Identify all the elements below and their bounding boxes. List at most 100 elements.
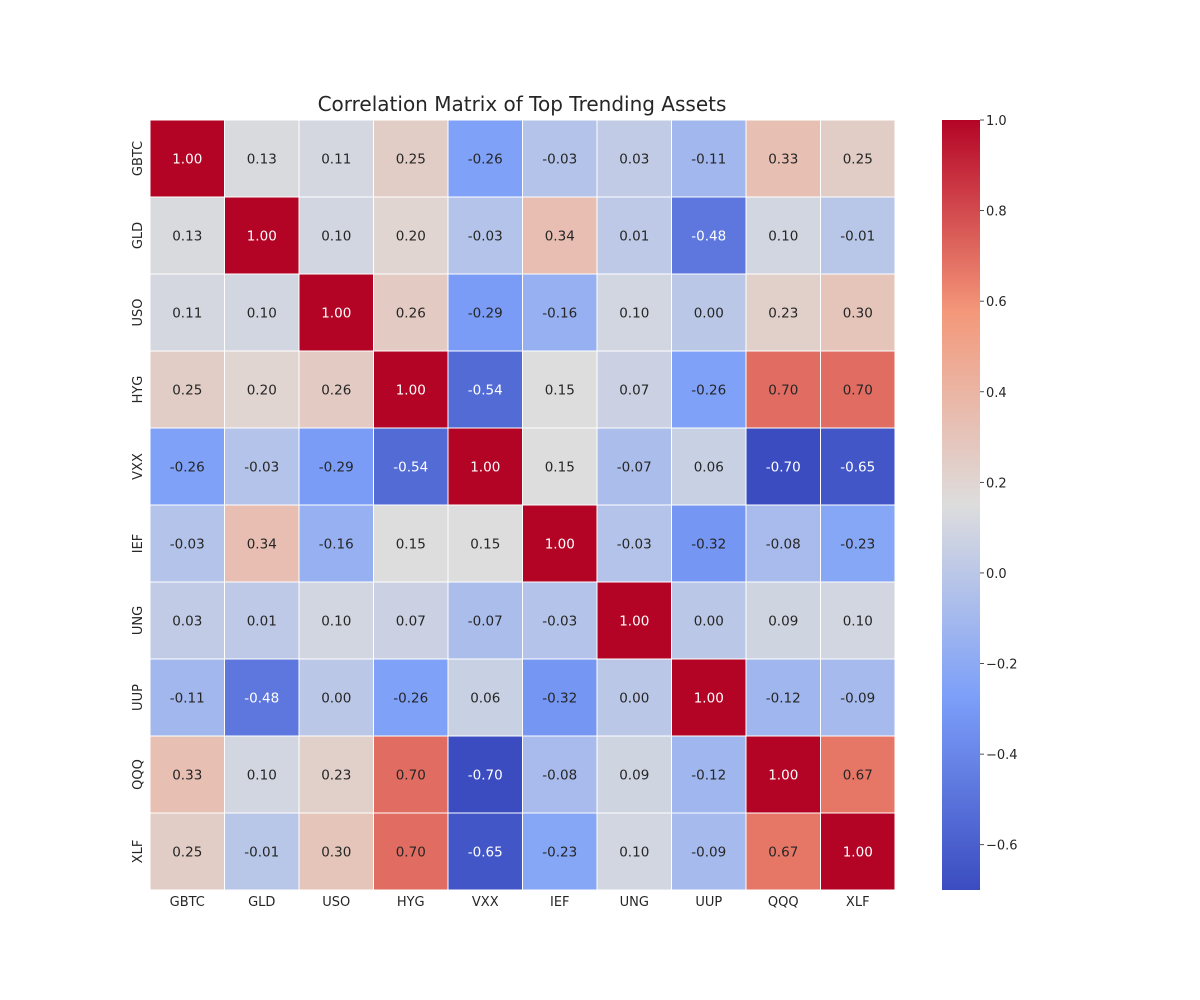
cell-value-label-uup-uup: 1.00 — [694, 691, 724, 707]
colorbar-tick-labels: 1.0 0.8 0.6 0.4 0.2 0.0 −0.2 −0.4 −0.6 — [980, 114, 1018, 854]
cell-value-label-gld-ief: 0.34 — [545, 229, 575, 245]
heatmap-cell-vxx-uup — [671, 427, 747, 506]
cell-value-label-qqq-ung: 0.09 — [619, 768, 649, 784]
heatmap-cell-xlf-ung — [596, 812, 672, 891]
heatmap-cell-ief-qqq — [745, 504, 821, 583]
heatmap-cell-uup-ief — [522, 658, 598, 737]
heatmap-cell-gld-xlf — [820, 196, 896, 275]
cell-value-label-vxx-gld: -0.03 — [244, 460, 279, 476]
heatmap-cell-qqq-uup — [671, 735, 747, 814]
cell-value-label-gld-uso: 0.10 — [321, 229, 351, 245]
heatmap-cell-uup-ung — [596, 658, 672, 737]
colorbar-tick-label: −0.2 — [986, 658, 1018, 673]
heatmap-cell-uup-gld — [224, 658, 300, 737]
heatmap-cell-uup-vxx — [447, 658, 523, 737]
cell-value-label-ung-ief: -0.03 — [542, 614, 577, 630]
cell-value-label-uso-gbtc: 0.11 — [172, 306, 202, 322]
cell-value-label-hyg-gld: 0.20 — [247, 383, 277, 399]
cell-value-label-qqq-gld: 0.10 — [247, 768, 277, 784]
cell-value-label-hyg-ief: 0.15 — [545, 383, 575, 399]
y-tick-label-gbtc: GBTC — [131, 141, 146, 176]
heatmap-cell-gld-ief — [522, 196, 598, 275]
heatmap-cell-xlf-ief — [522, 812, 598, 891]
heatmap-cell-hyg-qqq — [745, 350, 821, 429]
colorbar-tick-label: 0.8 — [986, 205, 1007, 220]
cell-value-label-gld-gbtc: 0.13 — [172, 229, 202, 245]
cell-value-label-ief-ung: -0.03 — [617, 537, 652, 553]
y-axis-tick-labels: GBTC GLD USO HYG VXX IEF UNG UUP QQQ XLF — [131, 141, 146, 863]
cell-value-label-ung-gld: 0.01 — [247, 614, 277, 630]
heatmap-cell-gbtc-gbtc — [149, 119, 225, 198]
cell-value-label-uso-uso: 1.00 — [321, 306, 351, 322]
heatmap-cell-qqq-vxx — [447, 735, 523, 814]
cell-value-label-gld-uup: -0.48 — [691, 229, 726, 245]
cell-value-label-ung-vxx: -0.07 — [468, 614, 503, 630]
cell-value-label-uso-gld: 0.10 — [247, 306, 277, 322]
cell-value-label-xlf-uup: -0.09 — [691, 845, 726, 861]
colorbar-tick-label: 0.2 — [986, 476, 1007, 491]
heatmap-cell-ung-gbtc — [149, 581, 225, 660]
cell-value-label-ief-vxx: 0.15 — [470, 537, 500, 553]
heatmap-cell-xlf-gbtc — [149, 812, 225, 891]
cell-value-label-xlf-gbtc: 0.25 — [172, 845, 202, 861]
heatmap-cell-ief-ief — [522, 504, 598, 583]
heatmap-cell-ief-uso — [298, 504, 374, 583]
cell-value-label-xlf-hyg: 0.70 — [396, 845, 426, 861]
cell-value-label-qqq-ief: -0.08 — [542, 768, 577, 784]
heatmap-cell-uso-xlf — [820, 273, 896, 352]
cell-value-label-xlf-uso: 0.30 — [321, 845, 351, 861]
cell-value-label-gbtc-gbtc: 1.00 — [172, 152, 202, 168]
cell-value-label-gbtc-hyg: 0.25 — [396, 152, 426, 168]
cell-value-label-ung-qqq: 0.09 — [768, 614, 798, 630]
cell-value-label-qqq-qqq: 1.00 — [768, 768, 798, 784]
heatmap-cell-gbtc-uso — [298, 119, 374, 198]
cell-value-label-ung-uso: 0.10 — [321, 614, 351, 630]
heatmap-cell-uup-xlf — [820, 658, 896, 737]
x-tick-label-gbtc: GBTC — [170, 895, 205, 910]
cell-value-label-qqq-hyg: 0.70 — [396, 768, 426, 784]
heatmap-cell-uso-uup — [671, 273, 747, 352]
heatmap-cell-uso-uso — [298, 273, 374, 352]
x-tick-label-uup: UUP — [695, 895, 722, 910]
cell-value-label-qqq-uup: -0.12 — [691, 768, 726, 784]
heatmap-cell-ung-qqq — [745, 581, 821, 660]
cell-value-label-vxx-qqq: -0.70 — [766, 460, 801, 476]
cell-value-label-gld-vxx: -0.03 — [468, 229, 503, 245]
cell-value-label-ung-uup: 0.00 — [694, 614, 724, 630]
cell-value-label-gld-gld: 1.00 — [247, 229, 277, 245]
heatmap-cell-vxx-xlf — [820, 427, 896, 506]
x-tick-label-xlf: XLF — [846, 895, 870, 910]
cell-value-label-gbtc-uup: -0.11 — [691, 152, 726, 168]
colorbar-tick-label: 0.0 — [986, 567, 1007, 582]
cell-value-label-vxx-uso: -0.29 — [319, 460, 354, 476]
x-tick-label-ief: IEF — [550, 895, 570, 910]
cell-value-label-ief-hyg: 0.15 — [396, 537, 426, 553]
cell-value-label-uso-ung: 0.10 — [619, 306, 649, 322]
cell-value-label-uso-hyg: 0.26 — [396, 306, 426, 322]
y-tick-label-qqq: QQQ — [131, 759, 146, 790]
heatmap-cell-gbtc-xlf — [820, 119, 896, 198]
heatmap-cell-uup-uso — [298, 658, 374, 737]
heatmap-cell-qqq-qqq — [745, 735, 821, 814]
heatmap-cell-gld-uup — [671, 196, 747, 275]
heatmap-cell-ung-ief — [522, 581, 598, 660]
cell-value-label-gbtc-qqq: 0.33 — [768, 152, 798, 168]
heatmap-cell-hyg-uup — [671, 350, 747, 429]
heatmap-cell-gld-ung — [596, 196, 672, 275]
heatmap-cell-hyg-ief — [522, 350, 598, 429]
heatmap-cell-hyg-vxx — [447, 350, 523, 429]
heatmap-cell-gbtc-vxx — [447, 119, 523, 198]
cell-value-label-uup-xlf: -0.09 — [840, 691, 875, 707]
heatmap-cell-gld-qqq — [745, 196, 821, 275]
colorbar-tick-label: 0.6 — [986, 295, 1007, 310]
cell-value-label-ief-ief: 1.00 — [545, 537, 575, 553]
cell-value-label-qqq-uso: 0.23 — [321, 768, 351, 784]
heatmap-cell-qqq-hyg — [373, 735, 449, 814]
heatmap-cells: 1.00 0.13 0.11 0.25 -0.26 -0.03 0.03 -0.11 0.33 0… — [149, 119, 896, 891]
cell-value-label-gbtc-ief: -0.03 — [542, 152, 577, 168]
cell-value-label-hyg-uup: -0.26 — [691, 383, 726, 399]
cell-value-label-qqq-xlf: 0.67 — [843, 768, 873, 784]
cell-value-label-ief-uup: -0.32 — [691, 537, 726, 553]
cell-value-label-qqq-vxx: -0.70 — [468, 768, 503, 784]
